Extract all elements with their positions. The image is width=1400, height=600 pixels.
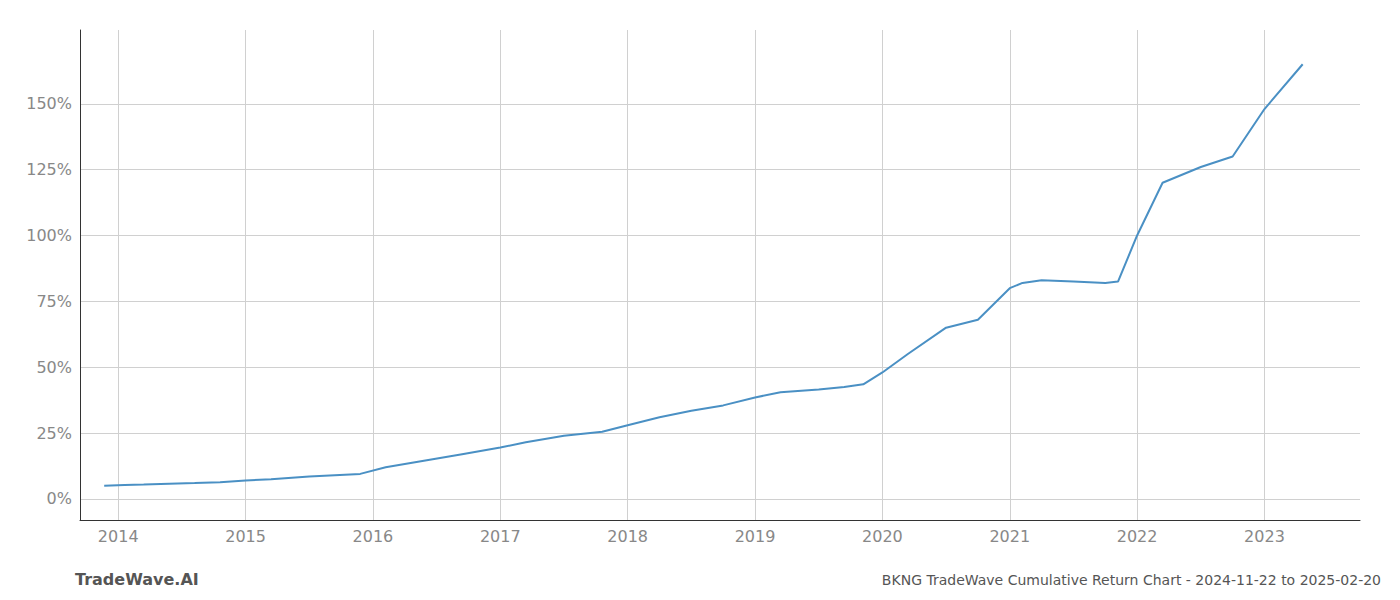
svg-text:TradeWave.AI: TradeWave.AI (75, 570, 199, 589)
svg-text:2017: 2017 (480, 527, 521, 546)
svg-text:25%: 25% (36, 424, 72, 443)
svg-text:2015: 2015 (225, 527, 266, 546)
svg-text:2018: 2018 (607, 527, 648, 546)
svg-text:BKNG TradeWave Cumulative Retu: BKNG TradeWave Cumulative Return Chart -… (882, 572, 1381, 588)
svg-text:2022: 2022 (1117, 527, 1158, 546)
svg-text:0%: 0% (47, 489, 72, 508)
svg-text:75%: 75% (36, 292, 72, 311)
svg-text:100%: 100% (26, 226, 72, 245)
svg-text:125%: 125% (26, 160, 72, 179)
svg-text:2021: 2021 (989, 527, 1030, 546)
svg-text:2014: 2014 (98, 527, 139, 546)
svg-text:50%: 50% (36, 358, 72, 377)
svg-text:150%: 150% (26, 94, 72, 113)
svg-text:2019: 2019 (735, 527, 776, 546)
svg-text:2020: 2020 (862, 527, 903, 546)
svg-text:2016: 2016 (353, 527, 394, 546)
svg-text:2023: 2023 (1244, 527, 1285, 546)
